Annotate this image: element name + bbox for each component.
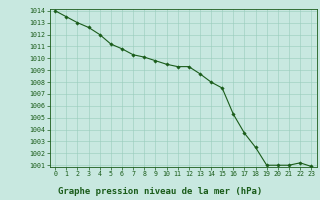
Text: Graphe pression niveau de la mer (hPa): Graphe pression niveau de la mer (hPa) <box>58 187 262 196</box>
